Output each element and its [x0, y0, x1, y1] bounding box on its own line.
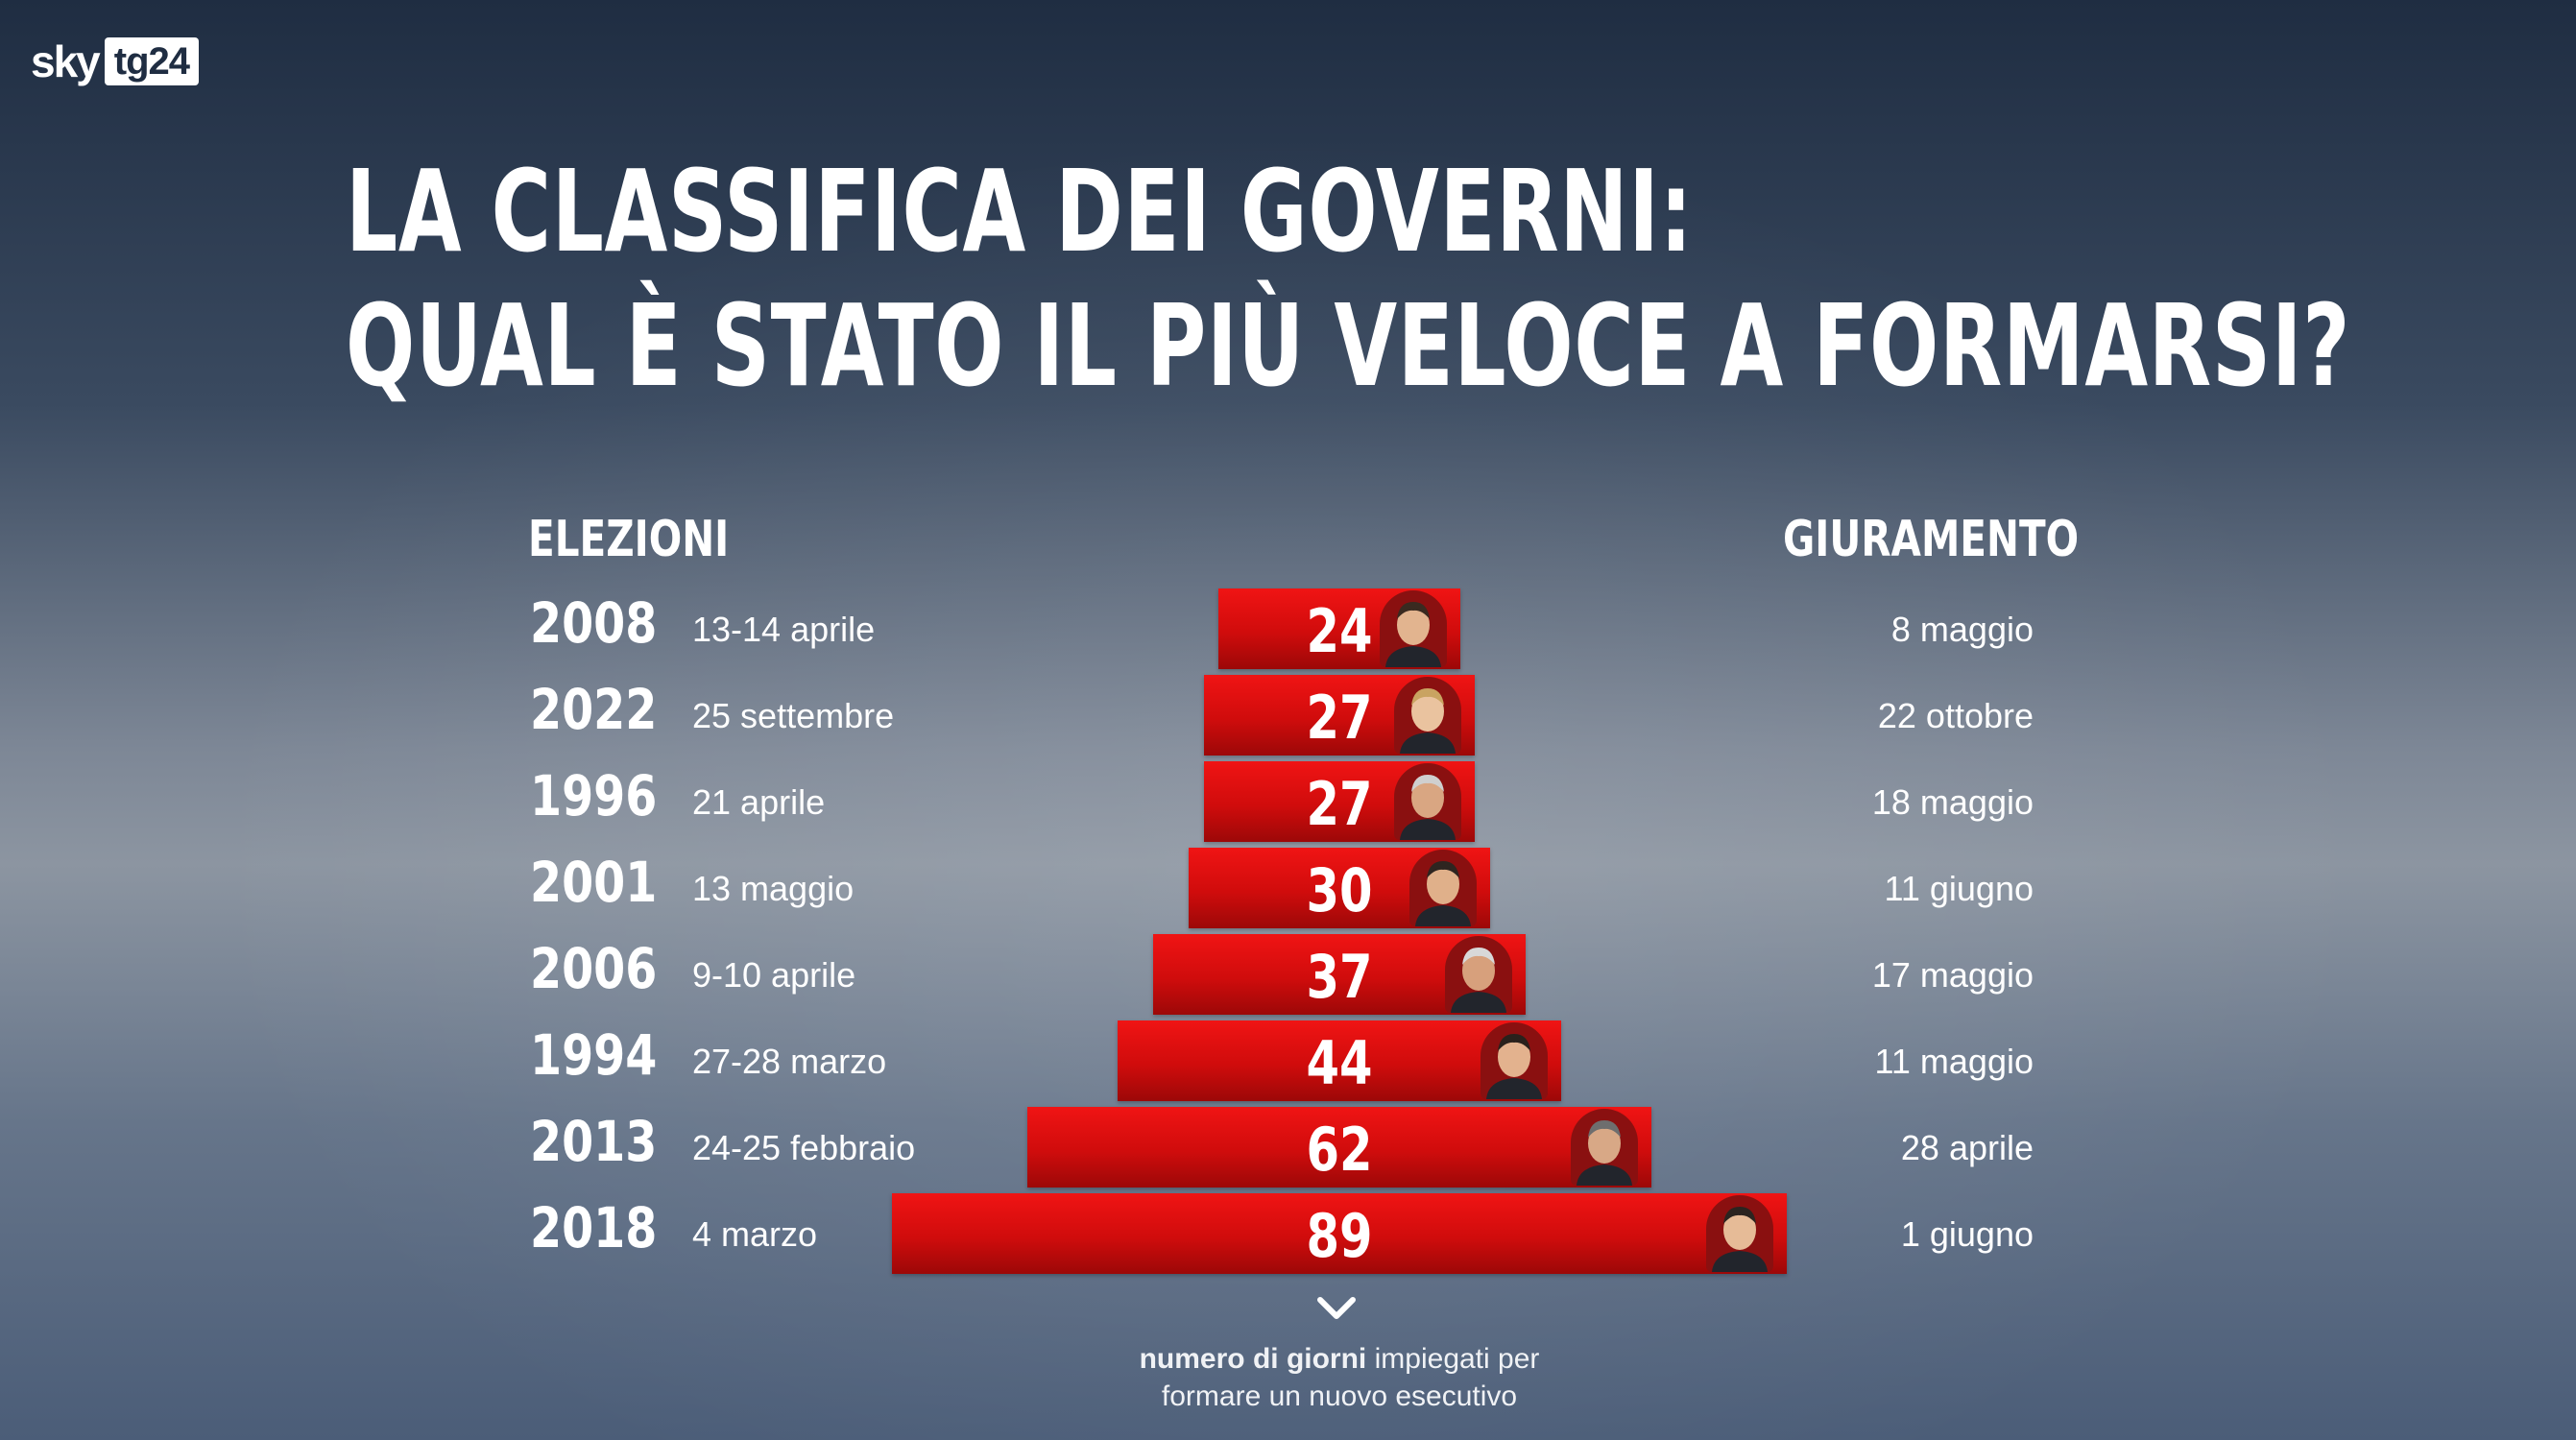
- chevron-down-icon: [1317, 1297, 1356, 1319]
- footnote-line-2: formare un nuovo esecutivo: [1161, 1380, 1518, 1412]
- row-year: 1994: [530, 1022, 658, 1088]
- footnote-bold: numero di giorni: [1139, 1343, 1367, 1375]
- bar: [1027, 1107, 1651, 1188]
- sky-tg24-logo: sky tg24: [31, 35, 199, 88]
- row-year: 2022: [530, 677, 658, 742]
- person-icon: [1379, 590, 1447, 667]
- row-oath-date: 11 giugno: [1884, 869, 2034, 908]
- row-oath-date: 18 maggio: [1871, 782, 2034, 822]
- chart-title-line-1: LA CLASSIFICA DEI GOVERNI:: [346, 145, 1694, 277]
- row-year: 2008: [530, 590, 658, 656]
- person-icon: [1409, 850, 1478, 926]
- person-icon: [1394, 763, 1462, 840]
- column-header-elezioni: ELEZIONI: [528, 511, 730, 568]
- column-header-giuramento: GIURAMENTO: [1783, 511, 2080, 568]
- row-election-date: 24-25 febbraio: [692, 1128, 916, 1167]
- bar-value-label: 37: [1306, 942, 1373, 1012]
- row-election-date: 4 marzo: [692, 1214, 818, 1254]
- person-icon: [1444, 936, 1512, 1013]
- chart-title: LA CLASSIFICA DEI GOVERNI: QUAL È STATO …: [346, 144, 2350, 413]
- row-election-date: 25 settembre: [692, 696, 895, 735]
- row-oath-date: 8 maggio: [1890, 610, 2034, 649]
- bar-value-label: 27: [1306, 769, 1373, 839]
- row-oath-date: 17 maggio: [1871, 955, 2034, 995]
- person-icon: [1480, 1022, 1548, 1099]
- person-icon: [1570, 1109, 1638, 1186]
- person-icon: [1394, 677, 1462, 754]
- row-oath-date: 28 aprile: [1900, 1128, 2034, 1167]
- row-year: 2006: [530, 936, 658, 1001]
- bar-value-label: 44: [1306, 1028, 1373, 1098]
- row-year: 1996: [530, 763, 658, 828]
- bar-value-label: 62: [1306, 1115, 1373, 1185]
- footnote-rest: impiegati per: [1374, 1343, 1540, 1375]
- row-election-date: 21 aprile: [692, 782, 826, 822]
- row-election-date: 13-14 aprile: [692, 610, 876, 649]
- row-oath-date: 1 giugno: [1900, 1214, 2034, 1254]
- bar-value-label: 27: [1306, 683, 1373, 753]
- row-year: 2018: [530, 1195, 658, 1260]
- row-election-date: 13 maggio: [692, 869, 855, 908]
- row-election-date: 27-28 marzo: [692, 1042, 887, 1081]
- footnote: numero di giorni impiegati per formare u…: [1037, 1340, 1642, 1415]
- row-oath-date: 11 maggio: [1874, 1042, 2034, 1081]
- row-oath-date: 22 ottobre: [1877, 696, 2034, 735]
- bar-value-label: 89: [1306, 1201, 1373, 1271]
- row-election-date: 9-10 aprile: [692, 955, 856, 995]
- person-icon: [1706, 1195, 1774, 1272]
- bar: [891, 1193, 1788, 1274]
- bar-value-label: 30: [1306, 855, 1373, 925]
- chart-title-line-2: QUAL È STATO IL PIÙ VELOCE A FORMARSI?: [346, 279, 2351, 412]
- row-year: 2001: [530, 850, 658, 915]
- row-year: 2013: [530, 1109, 658, 1174]
- logo-sky-text: sky: [31, 36, 101, 86]
- logo-tg24-text: tg24: [104, 37, 199, 85]
- bar-value-label: 24: [1306, 596, 1373, 666]
